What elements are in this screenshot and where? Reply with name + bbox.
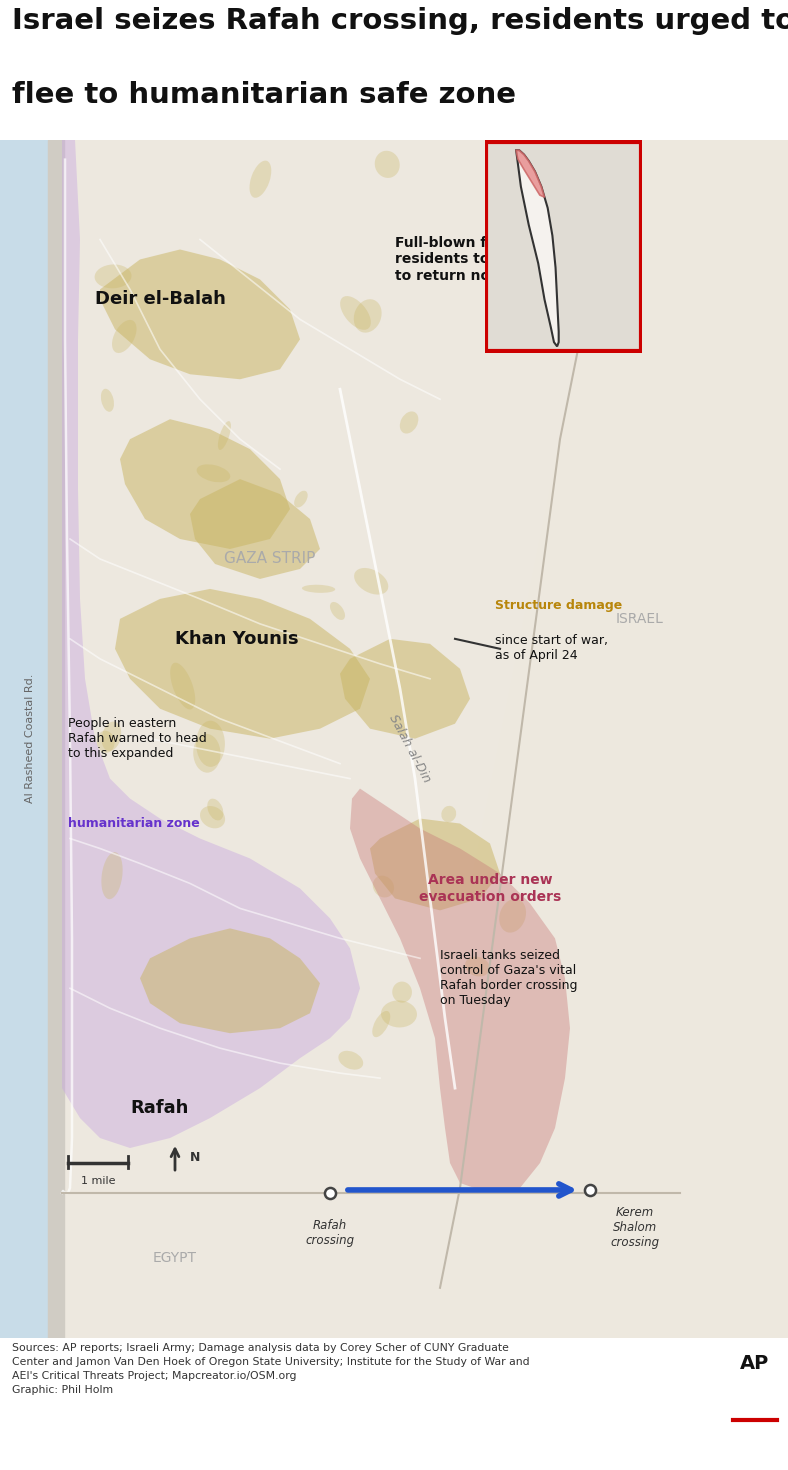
Text: Sources: AP reports; Israeli Army; Damage analysis data by Corey Scher of CUNY G: Sources: AP reports; Israeli Army; Damag… (12, 1344, 530, 1395)
Polygon shape (350, 788, 570, 1194)
Ellipse shape (400, 412, 418, 434)
Ellipse shape (250, 160, 271, 198)
Ellipse shape (372, 1011, 390, 1038)
Ellipse shape (330, 601, 345, 620)
Text: Israeli tanks seized
control of Gaza's vital
Rafah border crossing
on Tuesday: Israeli tanks seized control of Gaza's v… (440, 950, 578, 1007)
Text: 1 mile: 1 mile (80, 1176, 115, 1186)
Text: GAZA STRIP: GAZA STRIP (225, 551, 316, 566)
Ellipse shape (302, 585, 335, 592)
Polygon shape (370, 819, 500, 910)
Ellipse shape (354, 300, 381, 332)
Text: People in eastern
Rafah warned to head
to this expanded: People in eastern Rafah warned to head t… (68, 717, 206, 760)
Ellipse shape (112, 320, 136, 353)
Polygon shape (440, 140, 788, 1338)
Text: Area under new
evacuation orders: Area under new evacuation orders (419, 873, 561, 904)
Text: Israel seizes Rafah crossing, residents urged to: Israel seizes Rafah crossing, residents … (12, 7, 788, 35)
Ellipse shape (373, 876, 394, 898)
Bar (48, 140, 64, 1338)
Text: Structure damage: Structure damage (495, 598, 623, 612)
Ellipse shape (465, 957, 490, 976)
Ellipse shape (196, 720, 225, 767)
Text: Al Rasheed Coastal Rd.: Al Rasheed Coastal Rd. (25, 673, 35, 804)
Bar (0, 140, 50, 1338)
Ellipse shape (196, 465, 230, 482)
Ellipse shape (500, 898, 526, 932)
Text: EGYPT: EGYPT (153, 1251, 197, 1264)
Ellipse shape (193, 734, 221, 773)
Ellipse shape (392, 982, 412, 1003)
Ellipse shape (218, 420, 231, 450)
Polygon shape (516, 150, 545, 197)
Polygon shape (140, 929, 320, 1033)
Ellipse shape (381, 1001, 417, 1028)
Text: ISRAEL: ISRAEL (616, 612, 664, 626)
Ellipse shape (102, 722, 121, 751)
Text: Rafah
crossing: Rafah crossing (306, 1219, 355, 1247)
Text: since start of war,
as of April 24: since start of war, as of April 24 (495, 634, 608, 662)
Ellipse shape (375, 151, 400, 178)
Ellipse shape (101, 388, 114, 412)
Ellipse shape (207, 798, 223, 820)
Polygon shape (190, 479, 320, 579)
Text: flee to humanitarian safe zone: flee to humanitarian safe zone (12, 81, 516, 109)
Polygon shape (340, 639, 470, 739)
Ellipse shape (354, 567, 388, 594)
Ellipse shape (338, 1051, 363, 1070)
Text: Kerem
Shalom
crossing: Kerem Shalom crossing (611, 1207, 660, 1250)
Ellipse shape (200, 806, 225, 829)
Text: AP: AP (740, 1354, 770, 1373)
Polygon shape (120, 419, 290, 548)
Text: humanitarian zone: humanitarian zone (68, 817, 199, 831)
Ellipse shape (102, 853, 123, 900)
Ellipse shape (97, 731, 115, 753)
Text: Rafah: Rafah (130, 1100, 188, 1117)
Polygon shape (516, 150, 559, 347)
Ellipse shape (340, 295, 371, 329)
Polygon shape (62, 140, 360, 1148)
Polygon shape (100, 250, 300, 379)
Text: N: N (190, 1151, 200, 1164)
Ellipse shape (170, 663, 195, 710)
Text: Khan Younis: Khan Younis (175, 629, 299, 648)
Ellipse shape (441, 806, 456, 822)
Ellipse shape (95, 265, 132, 288)
Text: Deir el-Balah: Deir el-Balah (95, 291, 226, 309)
Polygon shape (115, 589, 370, 739)
Text: Salah al-Din: Salah al-Din (387, 713, 433, 785)
Text: Full-blown famine,
residents told not
to return north: Full-blown famine, residents told not to… (395, 237, 540, 282)
Ellipse shape (294, 491, 307, 507)
